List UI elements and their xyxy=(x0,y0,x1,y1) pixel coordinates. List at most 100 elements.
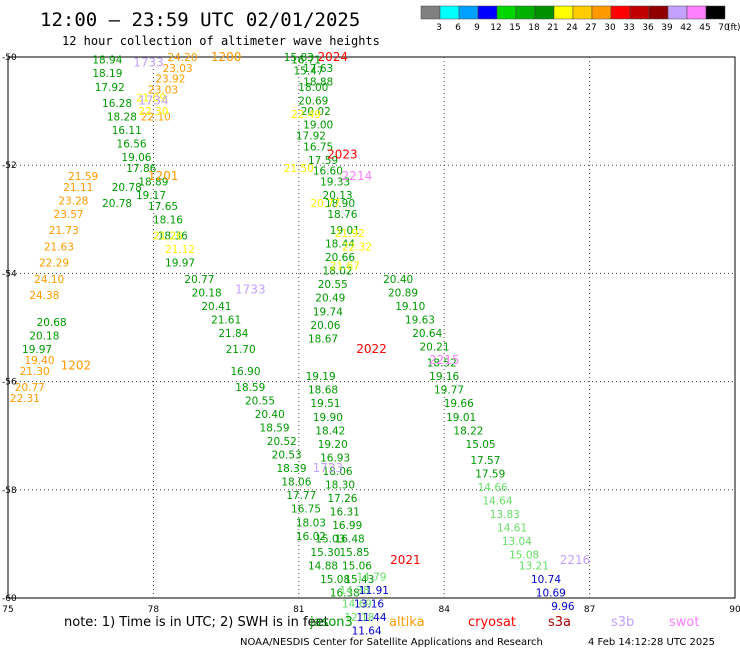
data-point-label: 19.97 xyxy=(22,344,52,356)
data-point-label: 18.67 xyxy=(308,333,338,345)
data-point-label: 20.06 xyxy=(310,320,340,332)
data-point-label: 20.18 xyxy=(29,331,59,343)
data-point-label: 19.63 xyxy=(405,314,435,326)
legend-swatch xyxy=(439,5,460,20)
data-point-label: 20.68 xyxy=(37,317,67,329)
data-point-label: 15.47 xyxy=(293,66,323,78)
data-point-label: 20.40 xyxy=(383,274,413,286)
data-labels: 24.2023.0323.9223.0322.1021.5921.1123.28… xyxy=(10,52,575,637)
pass-time-label: 2021 xyxy=(390,553,421,567)
pass-time-label: 2214 xyxy=(342,169,373,183)
data-point-label: 18.28 xyxy=(107,112,137,124)
legend-label: 33 xyxy=(623,23,634,33)
data-point-label: 10.69 xyxy=(536,588,566,600)
data-point-label: 19.77 xyxy=(434,385,464,397)
data-point-label: 9.96 xyxy=(551,601,575,613)
data-point-label: 16.38 xyxy=(330,588,360,600)
pass-time-label: 1200 xyxy=(211,50,242,64)
legend-label: 30 xyxy=(604,23,616,33)
data-point-label: 21.30 xyxy=(20,366,50,378)
legend-label: 18 xyxy=(528,23,540,33)
data-point-label: 22.31 xyxy=(10,393,40,405)
data-point-label: 14.66 xyxy=(478,482,508,494)
data-point-label: 21.50 xyxy=(284,163,314,175)
data-point-label: 15.08 xyxy=(320,574,350,586)
data-point-label: 15.83 xyxy=(284,52,314,64)
data-point-label: 18.76 xyxy=(327,209,357,221)
data-point-label: 21.26 xyxy=(153,231,183,243)
legend-label: 3 xyxy=(436,23,442,33)
pass-time-label: 1733 xyxy=(235,283,266,297)
data-point-label: 17.77 xyxy=(286,490,316,502)
data-point-label: 24.38 xyxy=(29,290,59,302)
data-point-label: 19.01 xyxy=(330,225,360,237)
legend-swatch xyxy=(667,5,688,20)
data-point-label: 20.77 xyxy=(184,274,214,286)
plot-area xyxy=(7,56,736,599)
satellite-label: s3a xyxy=(548,615,571,630)
data-point-label: 22.49 xyxy=(291,109,321,121)
data-point-label: 20.64 xyxy=(412,328,442,340)
data-point-label: 23.57 xyxy=(54,209,84,221)
pass-time-label: 2215 xyxy=(429,353,460,367)
data-point-label: 15.08 xyxy=(509,550,539,562)
data-point-label: 18.68 xyxy=(308,385,338,397)
data-point-label: 20.02 xyxy=(301,106,331,118)
legend-label: 6 xyxy=(455,23,461,33)
data-point-label: 16.28 xyxy=(102,98,132,110)
data-point-label: 19.19 xyxy=(306,371,336,383)
data-point-label: 19.01 xyxy=(446,412,476,424)
y-tick-label: -60 xyxy=(2,594,17,604)
data-point-label: 17.57 xyxy=(470,455,500,467)
x-tick-label: 75 xyxy=(2,605,13,615)
data-point-label: 22.30 xyxy=(138,106,168,118)
data-point-label: 24.10 xyxy=(34,274,64,286)
legend-swatch xyxy=(553,5,574,20)
data-point-label: 19.20 xyxy=(318,439,348,451)
data-point-label: 17.26 xyxy=(327,493,357,505)
data-point-label: 16.56 xyxy=(117,139,147,151)
data-point-label: 21.59 xyxy=(68,171,98,183)
data-point-label: 21.61 xyxy=(211,314,241,326)
data-point-label: 15.05 xyxy=(466,439,496,451)
data-point-label: 18.59 xyxy=(235,382,265,394)
x-tick-label: 87 xyxy=(584,605,595,615)
page-subtitle: 12 hour collection of altimeter wave hei… xyxy=(62,34,380,48)
data-point-label: 18.44 xyxy=(325,239,355,251)
data-point-label: 19.16 xyxy=(429,371,459,383)
data-point-label: 20.89 xyxy=(388,287,418,299)
data-point-label: 18.06 xyxy=(323,466,353,478)
data-point-label: 13.04 xyxy=(502,536,532,548)
data-point-label: 19.51 xyxy=(310,398,340,410)
data-point-label: 16.11 xyxy=(112,125,142,137)
data-point-label: 18.94 xyxy=(92,55,122,67)
data-point-label: 20.21 xyxy=(419,341,449,353)
data-point-label: 15.03 xyxy=(315,533,345,545)
legend-swatch xyxy=(420,5,441,20)
legend-label: 9 xyxy=(474,23,480,33)
data-point-label: 19.10 xyxy=(395,301,425,313)
data-point-label: 16.99 xyxy=(332,520,362,532)
axis-ticks: 75 78 81 84 87 90 -50 -52 -54 -56 -58 -60 xyxy=(2,53,740,615)
data-point-label: 13.16 xyxy=(354,598,384,610)
data-point-label: 11.91 xyxy=(359,585,389,597)
data-point-label: 21.12 xyxy=(165,244,195,256)
data-point-label: 19.00 xyxy=(303,120,333,132)
x-tick-label: 81 xyxy=(293,605,304,615)
legend-label: 39 xyxy=(661,23,673,33)
data-point-label: 21.92 xyxy=(335,228,365,240)
data-point-label: 19.74 xyxy=(313,306,343,318)
legend-swatch xyxy=(629,5,650,20)
data-point-label: 17.92 xyxy=(95,82,125,94)
data-point-label: 20.52 xyxy=(267,436,297,448)
data-point-label: 20.40 xyxy=(255,409,285,421)
data-point-label: 18.52 xyxy=(427,358,457,370)
data-point-label: 20.13 xyxy=(323,190,353,202)
data-point-label: 16.93 xyxy=(320,452,350,464)
data-point-label: 11.44 xyxy=(356,612,386,624)
data-point-label: 16.02 xyxy=(296,531,326,543)
data-point-label: 20.41 xyxy=(201,301,231,313)
data-point-label: 15.85 xyxy=(340,547,370,559)
data-point-label: 23.03 xyxy=(148,84,178,96)
data-point-label: 15.43 xyxy=(344,574,374,586)
